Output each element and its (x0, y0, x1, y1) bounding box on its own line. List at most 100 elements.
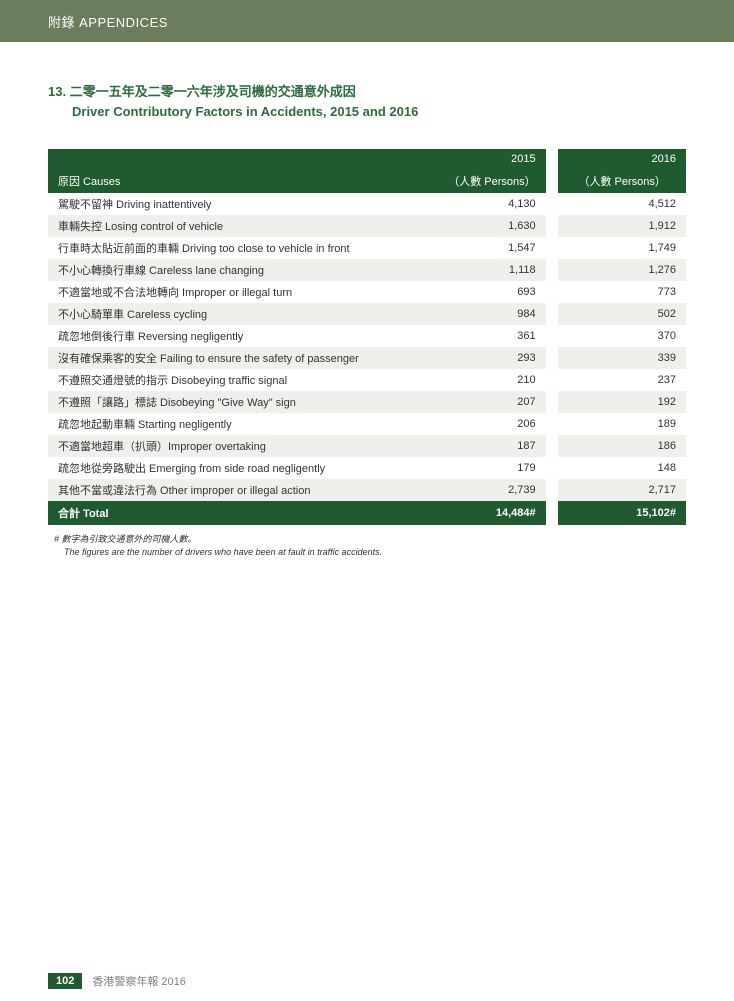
table-row: 疏忽地倒後行車 Reversing negligently361 370 (48, 325, 686, 347)
empty-header (48, 149, 418, 169)
column-gap (546, 169, 559, 193)
cause-cell: 車輛失控 Losing control of vehicle (48, 215, 418, 237)
column-gap (546, 325, 559, 347)
value-a-cell: 210 (418, 369, 546, 391)
column-gap (546, 259, 559, 281)
value-b-cell: 773 (558, 281, 686, 303)
value-b-cell: 192 (558, 391, 686, 413)
table-row: 不小心轉換行車線 Careless lane changing1,118 1,27… (48, 259, 686, 281)
column-gap (546, 413, 559, 435)
title-number: 13. (48, 84, 66, 99)
value-b-cell: 1,912 (558, 215, 686, 237)
value-a-cell: 206 (418, 413, 546, 435)
column-gap (546, 347, 559, 369)
table-row: 不適當地或不合法地轉向 Improper or illegal turn693 7… (48, 281, 686, 303)
total-a: 14,484# (418, 501, 546, 525)
value-a-cell: 293 (418, 347, 546, 369)
cause-cell: 駕駛不留神 Driving inattentively (48, 193, 418, 215)
value-b-cell: 189 (558, 413, 686, 435)
value-a-cell: 1,118 (418, 259, 546, 281)
value-b-cell: 1,276 (558, 259, 686, 281)
column-gap (546, 435, 559, 457)
column-gap (546, 281, 559, 303)
cause-cell: 不小心騎單車 Careless cycling (48, 303, 418, 325)
page-number: 102 (48, 973, 82, 989)
table-row: 不遵照交通燈號的指示 Disobeying traffic signal210 2… (48, 369, 686, 391)
column-gap (546, 457, 559, 479)
column-gap (546, 149, 559, 169)
persons-a-header: （人數 Persons） (418, 169, 546, 193)
persons-b-header: （人數 Persons） (558, 169, 686, 193)
cause-cell: 不遵照「讓路」標誌 Disobeying "Give Way" sign (48, 391, 418, 413)
value-b-cell: 502 (558, 303, 686, 325)
column-gap (546, 479, 559, 501)
column-gap (546, 303, 559, 325)
title-zh: 13. 二零一五年及二零一六年涉及司機的交通意外成因 (48, 82, 686, 102)
column-gap (546, 237, 559, 259)
year-header-row: 2015 2016 (48, 149, 686, 169)
value-b-cell: 1,749 (558, 237, 686, 259)
title-en: Driver Contributory Factors in Accidents… (48, 102, 686, 122)
cause-cell: 疏忽地從旁路駛出 Emerging from side road neglige… (48, 457, 418, 479)
cause-cell: 不小心轉換行車線 Careless lane changing (48, 259, 418, 281)
value-b-cell: 4,512 (558, 193, 686, 215)
cause-cell: 沒有確保乘客的安全 Failing to ensure the safety o… (48, 347, 418, 369)
value-a-cell: 693 (418, 281, 546, 303)
table-body: 駕駛不留神 Driving inattentively4,1304,512車輛失… (48, 193, 686, 501)
value-a-cell: 2,739 (418, 479, 546, 501)
footer-text: 香港警察年報 2016 (92, 973, 186, 989)
value-a-cell: 984 (418, 303, 546, 325)
value-b-cell: 370 (558, 325, 686, 347)
table-row: 不遵照「讓路」標誌 Disobeying "Give Way" sign207 1… (48, 391, 686, 413)
cause-cell: 其他不當或違法行為 Other improper or illegal acti… (48, 479, 418, 501)
value-a-cell: 187 (418, 435, 546, 457)
value-a-cell: 1,547 (418, 237, 546, 259)
title-zh-text: 二零一五年及二零一六年涉及司機的交通意外成因 (70, 84, 356, 99)
total-label: 合計 Total (48, 501, 418, 525)
table-row: 其他不當或違法行為 Other improper or illegal acti… (48, 479, 686, 501)
column-gap (546, 369, 559, 391)
appendix-header: 附錄 APPENDICES (0, 0, 734, 42)
value-b-cell: 148 (558, 457, 686, 479)
table-row: 沒有確保乘客的安全 Failing to ensure the safety o… (48, 347, 686, 369)
label-header-row: 原因 Causes （人數 Persons） （人數 Persons） (48, 169, 686, 193)
appendix-label: 附錄 APPENDICES (48, 12, 168, 31)
table-row: 疏忽地起動車輛 Starting negligently206 189 (48, 413, 686, 435)
year-b-header: 2016 (558, 149, 686, 169)
accident-factors-table: 2015 2016 原因 Causes （人數 Persons） （人數 Per… (48, 149, 686, 525)
value-a-cell: 207 (418, 391, 546, 413)
year-a-header: 2015 (418, 149, 546, 169)
column-gap (546, 215, 559, 237)
cause-cell: 不適當地或不合法地轉向 Improper or illegal turn (48, 281, 418, 303)
value-a-cell: 179 (418, 457, 546, 479)
column-gap (546, 391, 559, 413)
cause-cell: 不遵照交通燈號的指示 Disobeying traffic signal (48, 369, 418, 391)
footnote-zh: # 數字為引致交通意外的司機人數。 (54, 533, 686, 546)
causes-header: 原因 Causes (48, 169, 418, 193)
value-b-cell: 237 (558, 369, 686, 391)
column-gap (546, 193, 559, 215)
total-row: 合計 Total 14,484# 15,102# (48, 501, 686, 525)
cause-cell: 疏忽地倒後行車 Reversing negligently (48, 325, 418, 347)
cause-cell: 疏忽地起動車輛 Starting negligently (48, 413, 418, 435)
value-a-cell: 1,630 (418, 215, 546, 237)
table-row: 駕駛不留神 Driving inattentively4,130 4,512 (48, 193, 686, 215)
page-content: 13. 二零一五年及二零一六年涉及司機的交通意外成因 Driver Contri… (0, 42, 734, 558)
total-b: 15,102# (558, 501, 686, 525)
table-row: 不小心騎單車 Careless cycling984 502 (48, 303, 686, 325)
table-row: 不適當地超車（扒頭）Improper overtaking187 186 (48, 435, 686, 457)
page-footer: 102 香港警察年報 2016 (48, 973, 186, 989)
cause-cell: 不適當地超車（扒頭）Improper overtaking (48, 435, 418, 457)
value-b-cell: 186 (558, 435, 686, 457)
table-row: 行車時太貼近前面的車輛 Driving too close to vehicle… (48, 237, 686, 259)
table-row: 車輛失控 Losing control of vehicle1,630 1,912 (48, 215, 686, 237)
footnote: # 數字為引致交通意外的司機人數。 The figures are the nu… (48, 533, 686, 558)
cause-cell: 行車時太貼近前面的車輛 Driving too close to vehicle… (48, 237, 418, 259)
value-b-cell: 2,717 (558, 479, 686, 501)
column-gap (546, 501, 559, 525)
value-a-cell: 361 (418, 325, 546, 347)
footnote-en: The figures are the number of drivers wh… (54, 546, 686, 559)
value-a-cell: 4,130 (418, 193, 546, 215)
value-b-cell: 339 (558, 347, 686, 369)
section-title: 13. 二零一五年及二零一六年涉及司機的交通意外成因 Driver Contri… (48, 82, 686, 121)
